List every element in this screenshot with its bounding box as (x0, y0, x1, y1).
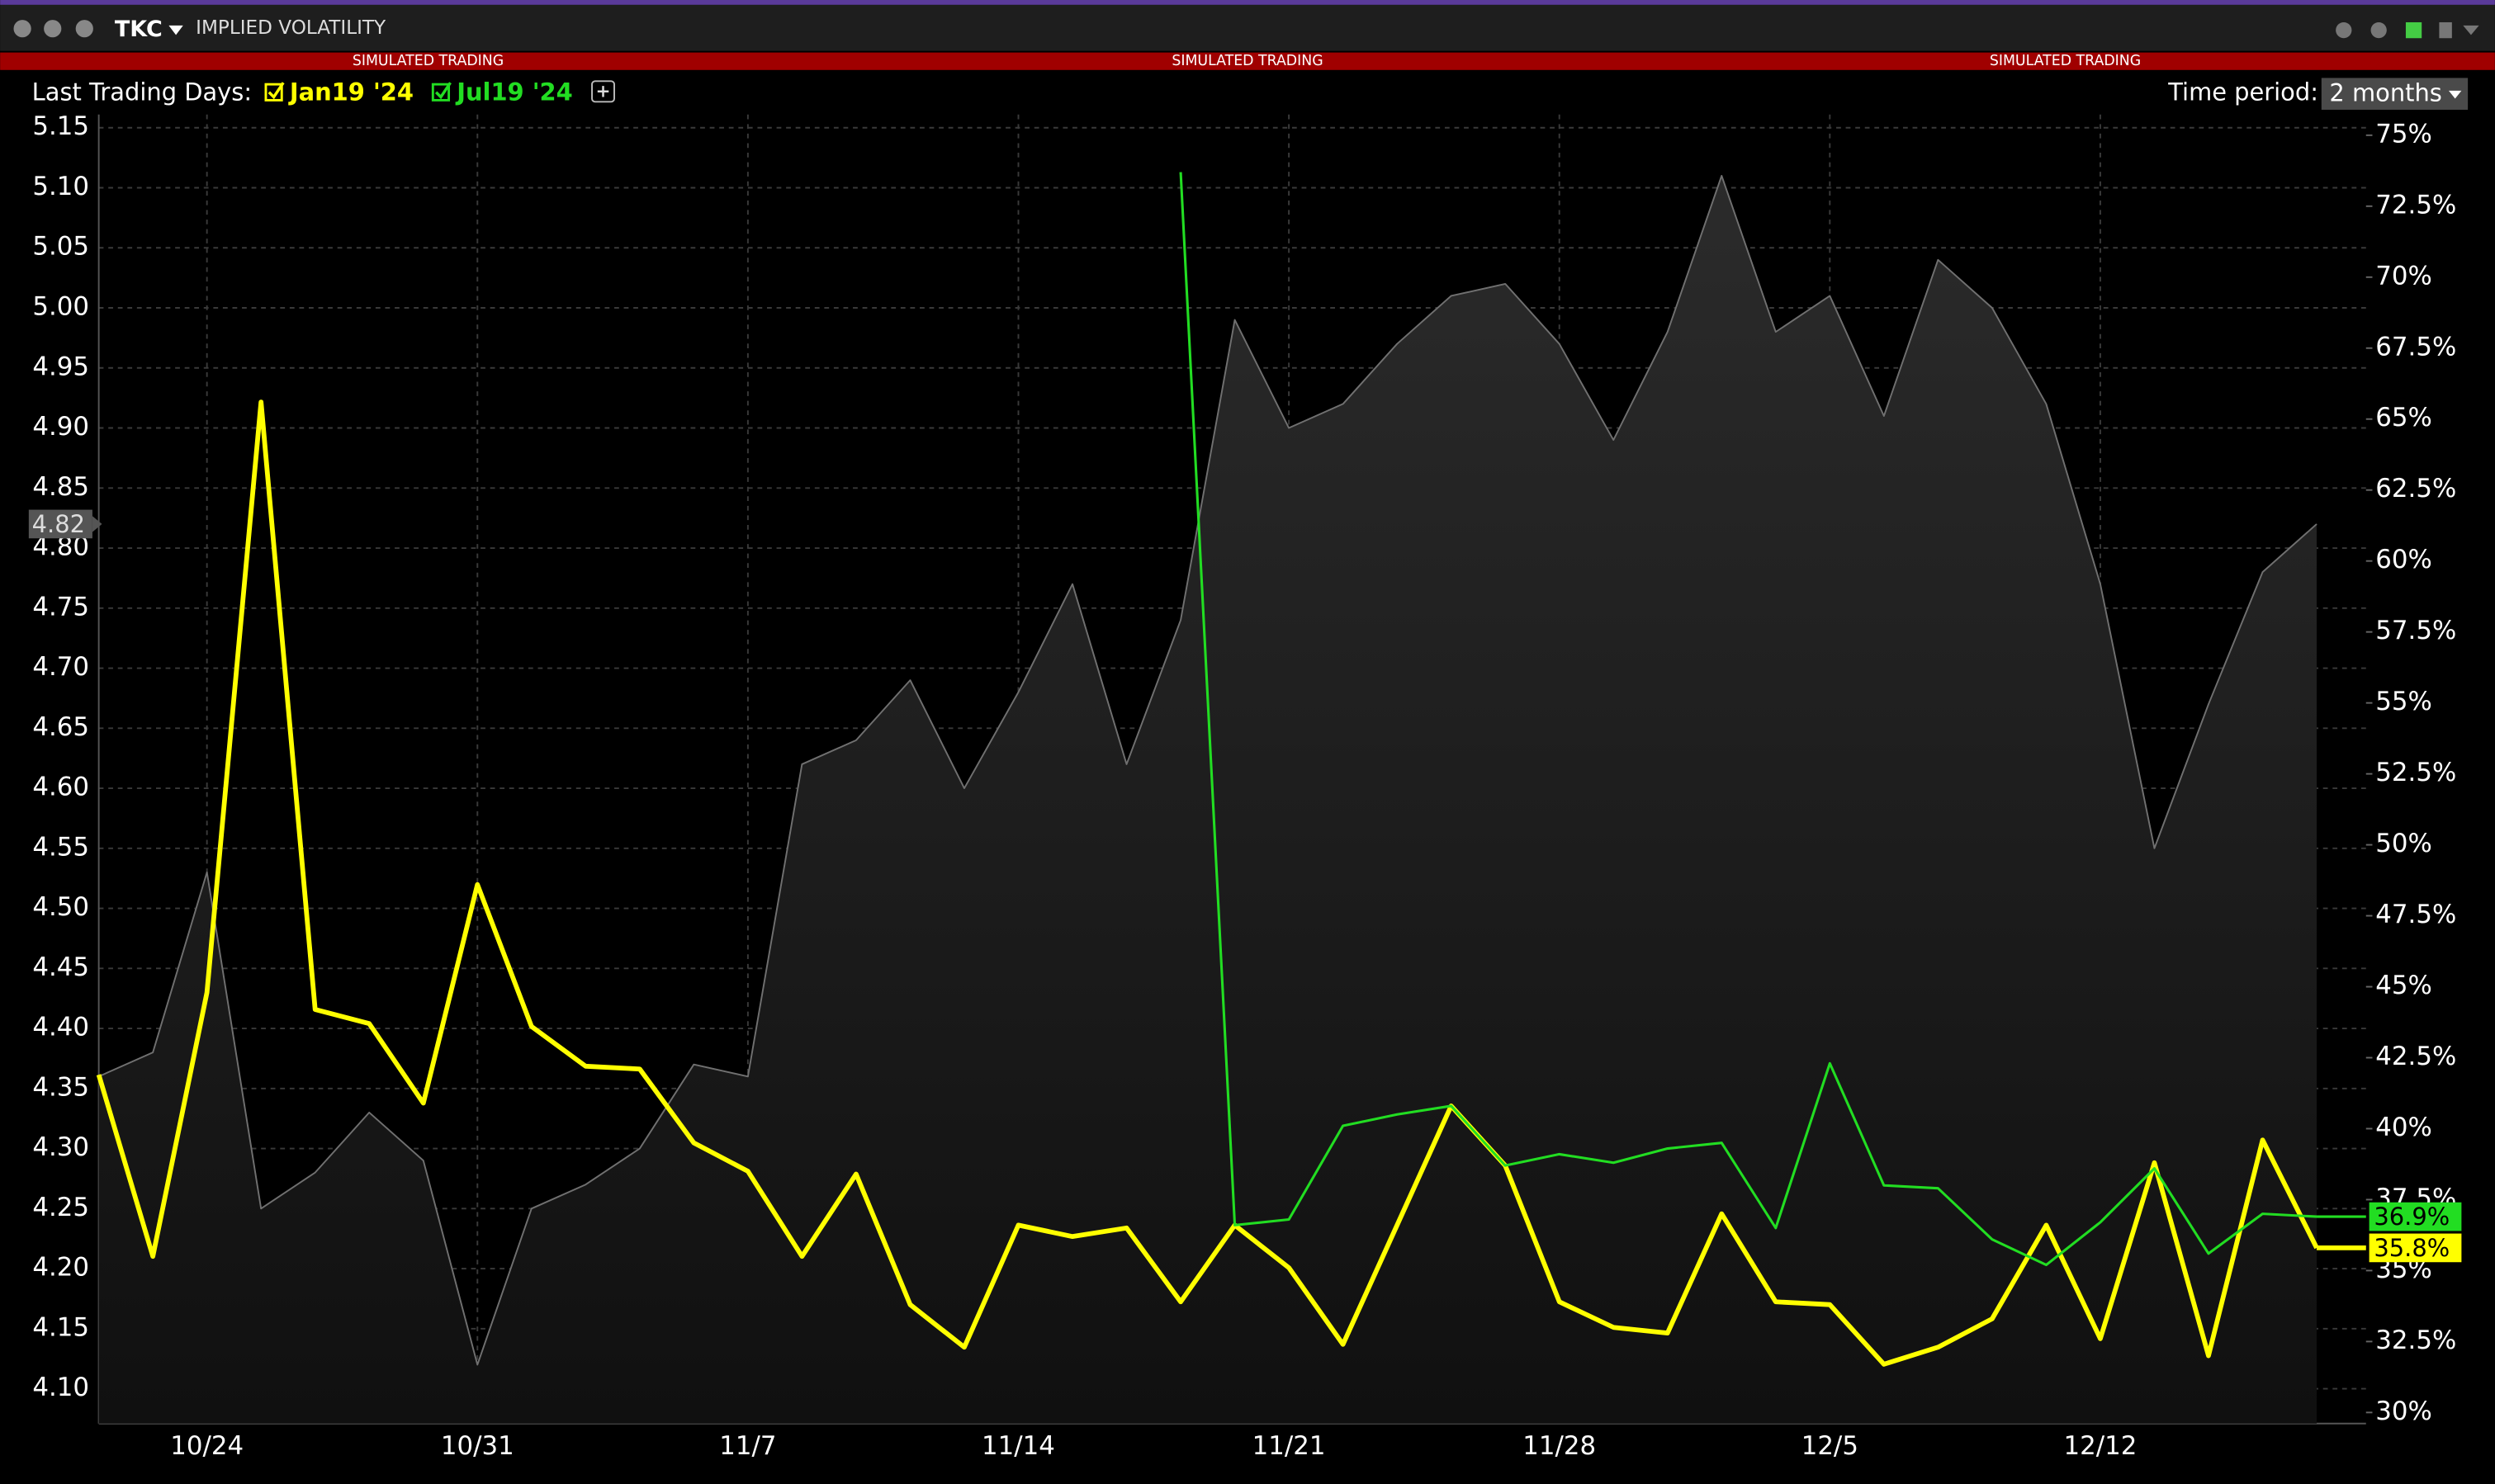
y-tick-label: 4.75 (32, 592, 89, 621)
area (98, 175, 2317, 1424)
y-tick-label: 5.10 (32, 172, 89, 201)
y2-tick-label: 65% (2375, 403, 2432, 432)
window-button[interactable] (44, 20, 62, 38)
y-tick-label: 4.35 (32, 1072, 89, 1102)
y2-tick-label: 32.5% (2375, 1326, 2456, 1355)
y-tick-label: 4.20 (32, 1253, 89, 1283)
title-accent (0, 0, 2495, 5)
y-tick-label: 4.15 (32, 1312, 89, 1342)
banner-text: SIMULATED TRADING (1172, 53, 1323, 69)
y2-tick-label: 57.5% (2375, 616, 2456, 645)
y2-tick-label: 40% (2375, 1113, 2432, 1142)
y-tick-label: 4.70 (32, 652, 89, 682)
value-tag-label: 35.8% (2374, 1234, 2450, 1262)
y2-tick-label: 55% (2375, 687, 2432, 716)
y2-tick-label: 70% (2375, 261, 2432, 291)
y2-tick-label: 50% (2375, 829, 2432, 858)
dropdown-arrow (2448, 90, 2462, 99)
config-icon[interactable] (2370, 21, 2387, 39)
y2-tick-label: 30% (2375, 1397, 2432, 1426)
checkmark (267, 82, 285, 100)
time-period-dropdown[interactable] (2321, 78, 2469, 110)
y2-tick-label: 62.5% (2375, 474, 2456, 503)
banner-text: SIMULATED TRADING (1990, 53, 2141, 69)
y-tick-label: 4.65 (32, 712, 89, 742)
y-tick-label: 4.90 (32, 412, 89, 442)
value-tag (2369, 1202, 2462, 1231)
y-tick-label: 5.00 (32, 292, 89, 322)
x-tick-label: 11/14 (982, 1431, 1055, 1461)
y2-tick-label: 60% (2375, 545, 2432, 574)
y-tick-label: 4.85 (32, 472, 89, 502)
value-tag (2369, 1233, 2462, 1263)
last-trading-days-label: Last Trading Days: (32, 78, 252, 106)
add-icon (597, 86, 609, 97)
y-tick-label: 5.05 (32, 232, 89, 262)
time-period-value[interactable]: 2 months (2329, 79, 2441, 107)
x-tick-label: 11/7 (719, 1431, 776, 1461)
banner-text: SIMULATED TRADING (353, 53, 504, 69)
link-icon[interactable] (2405, 21, 2422, 39)
y-tick-label: 4.60 (32, 773, 89, 802)
y-tick-label: 4.45 (32, 952, 89, 982)
checkmark (434, 82, 452, 100)
x-tick-label: 12/5 (1801, 1431, 1858, 1461)
window-title: IMPLIED VOLATILITY (196, 17, 386, 39)
y-tick-label: 4.25 (32, 1193, 89, 1222)
y2-tick-label: 52.5% (2375, 758, 2456, 787)
y2-tick-label: 42.5% (2375, 1042, 2456, 1071)
plot: 4.10 4.15 4.20 4.25 4.30 4.35 4.40 4.45 4.50 4.55… (28, 111, 2462, 1461)
y2-tick-label: 67.5% (2375, 332, 2456, 362)
value-tag (28, 509, 92, 539)
toolbar-icons (2336, 21, 2479, 39)
symbol[interactable]: TKC (115, 17, 163, 42)
line (96, 399, 2319, 1367)
legend-entry[interactable]: Jul19 '24 (455, 78, 573, 106)
line (98, 174, 2317, 1366)
x-tick-label: 11/28 (1522, 1431, 1596, 1461)
y-tick-label: 4.55 (32, 832, 89, 862)
y-tick-label: 4.50 (32, 892, 89, 922)
y2-tick-label: 45% (2375, 971, 2432, 1000)
x-tick-label: 12/12 (2064, 1431, 2138, 1461)
y-tick-label: 4.40 (32, 1013, 89, 1042)
time-period-label: Time period: (2167, 78, 2318, 106)
y2-tick-label: 72.5% (2375, 190, 2456, 220)
y2-tick-label: 75% (2375, 119, 2432, 149)
x-tick-label: 10/24 (170, 1431, 244, 1461)
y-tick-label: 5.15 (32, 111, 89, 141)
window-button[interactable] (75, 20, 93, 38)
y-tick-label: 4.95 (32, 352, 89, 381)
y-tick-label: 4.30 (32, 1132, 89, 1162)
checkbox[interactable] (431, 83, 451, 102)
x-tick-label: 11/21 (1252, 1431, 1326, 1461)
add-button[interactable] (591, 80, 615, 103)
checkbox[interactable] (264, 83, 283, 102)
value-tag-label: 4.82 (32, 510, 85, 538)
y-tick-label: 4.10 (32, 1373, 89, 1402)
legend-entry[interactable]: Jan19 '24 (288, 78, 414, 106)
value-tag-label: 36.9% (2374, 1203, 2450, 1231)
y2-tick-label: 47.5% (2375, 900, 2456, 929)
value-tag-arrow (92, 516, 102, 532)
x-tick-label: 10/31 (441, 1431, 514, 1461)
simulated-banner (0, 52, 2495, 70)
settings-icon[interactable] (2336, 21, 2352, 39)
window-button[interactable] (13, 20, 31, 38)
menu-icon[interactable] (2463, 25, 2479, 35)
title-bar (0, 0, 2495, 51)
pin-icon[interactable] (2439, 21, 2452, 39)
symbol-dropdown[interactable] (168, 25, 183, 35)
line (1179, 172, 2317, 1267)
